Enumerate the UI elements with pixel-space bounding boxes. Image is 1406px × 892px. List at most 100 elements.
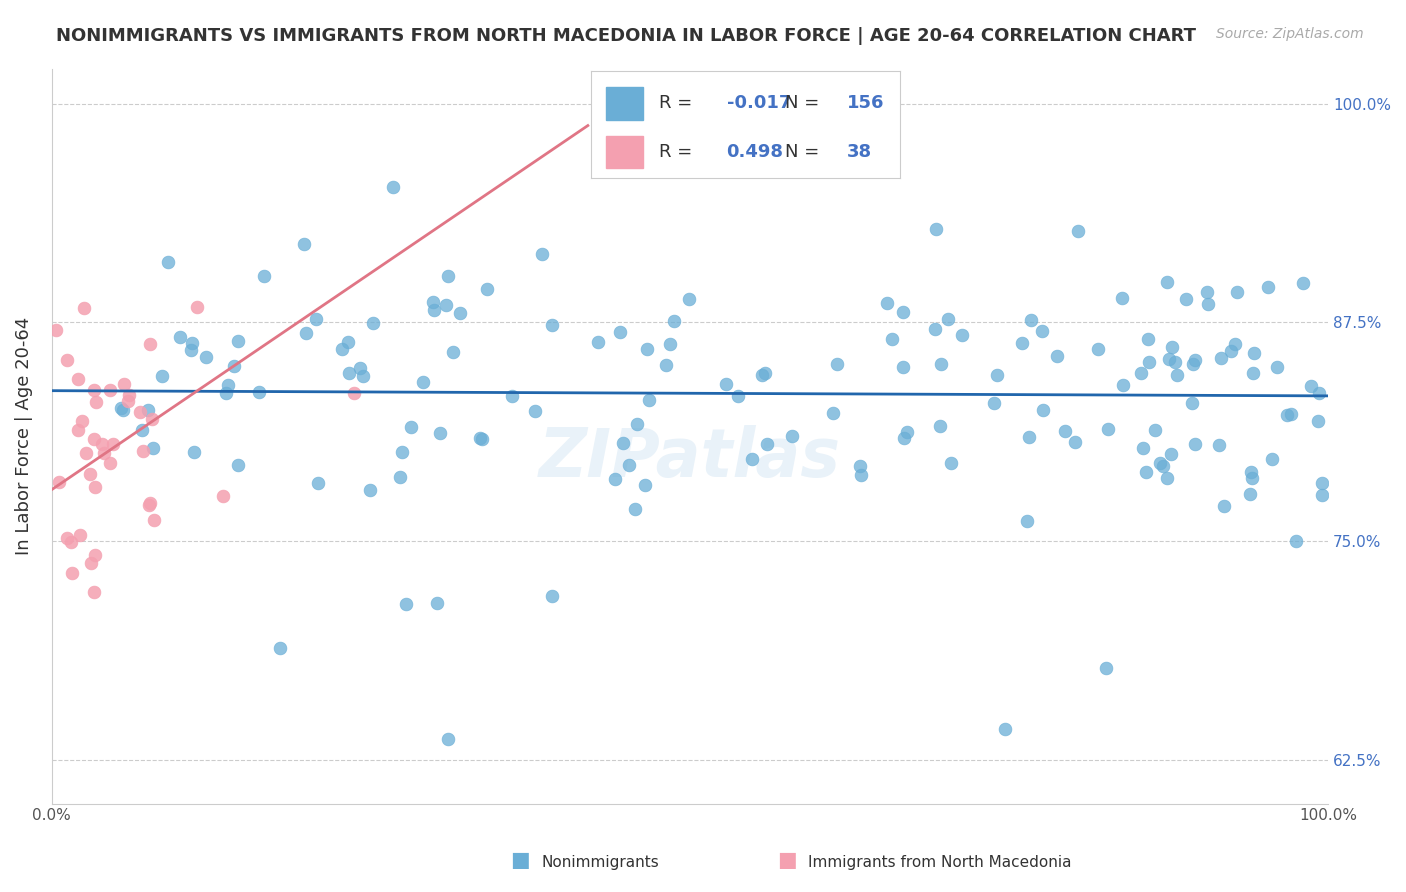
Point xyxy=(110,401,132,415)
Point xyxy=(295,326,318,340)
Point xyxy=(1308,385,1330,400)
Point xyxy=(1019,313,1042,327)
Point xyxy=(111,402,134,417)
Point xyxy=(443,345,465,359)
Point xyxy=(605,472,627,486)
Point xyxy=(401,420,423,434)
Point xyxy=(986,368,1008,383)
Point xyxy=(929,418,952,433)
Text: 0.498: 0.498 xyxy=(727,143,783,161)
Point xyxy=(361,316,384,330)
Point xyxy=(226,334,249,348)
Point xyxy=(343,386,366,401)
Point xyxy=(638,393,661,408)
Point xyxy=(1308,414,1330,428)
Point xyxy=(269,640,291,655)
Point xyxy=(626,417,648,431)
Point xyxy=(48,475,70,490)
Point xyxy=(1094,660,1116,674)
Point xyxy=(1164,355,1187,369)
Point xyxy=(66,423,89,437)
Point xyxy=(658,337,681,351)
Point xyxy=(425,596,447,610)
Point xyxy=(169,330,191,344)
Point xyxy=(1181,357,1204,371)
Point xyxy=(391,445,413,459)
Point xyxy=(436,268,458,283)
Point xyxy=(1175,292,1198,306)
Point xyxy=(1087,342,1109,356)
Point xyxy=(655,358,678,372)
Text: Source: ZipAtlas.com: Source: ZipAtlas.com xyxy=(1216,27,1364,41)
Point xyxy=(1285,534,1308,549)
Point xyxy=(501,389,523,403)
Point xyxy=(180,343,202,357)
Point xyxy=(117,394,139,409)
Point xyxy=(423,303,446,318)
Point xyxy=(434,298,457,312)
Point xyxy=(994,723,1017,737)
Point xyxy=(1243,345,1265,359)
Point xyxy=(412,375,434,389)
Point xyxy=(780,429,803,443)
Point xyxy=(1166,368,1188,383)
Text: NONIMMIGRANTS VS IMMIGRANTS FROM NORTH MACEDONIA IN LABOR FORCE | AGE 20-64 CORR: NONIMMIGRANTS VS IMMIGRANTS FROM NORTH M… xyxy=(56,27,1197,45)
Point xyxy=(1310,487,1333,501)
Point xyxy=(1132,441,1154,455)
Point xyxy=(1213,499,1236,513)
Text: ZIPatlas: ZIPatlas xyxy=(538,425,841,491)
Point xyxy=(1220,344,1243,359)
Point xyxy=(60,566,83,581)
Point xyxy=(586,334,609,349)
Point xyxy=(129,405,152,419)
Point xyxy=(1281,407,1303,421)
Point xyxy=(849,459,872,474)
Point xyxy=(1136,332,1159,346)
Point xyxy=(150,368,173,383)
Point xyxy=(1275,408,1298,422)
Point xyxy=(1223,337,1246,351)
Point xyxy=(1240,465,1263,479)
Point xyxy=(662,314,685,328)
Point xyxy=(612,436,634,450)
Point xyxy=(73,301,96,315)
Point xyxy=(359,483,381,497)
Point xyxy=(305,312,328,326)
Point xyxy=(217,377,239,392)
Point xyxy=(1031,325,1053,339)
Point xyxy=(1209,351,1232,366)
Point xyxy=(91,437,114,451)
Point xyxy=(636,343,658,357)
Point xyxy=(252,268,274,283)
Point xyxy=(98,383,121,397)
Point xyxy=(112,377,135,392)
Point xyxy=(157,255,180,269)
Point xyxy=(1015,514,1038,528)
Point xyxy=(1261,452,1284,467)
Point xyxy=(471,433,494,447)
Point xyxy=(139,336,162,351)
Point xyxy=(142,441,165,455)
Point xyxy=(929,357,952,371)
Point xyxy=(422,294,444,309)
Point xyxy=(1241,366,1264,380)
Point xyxy=(136,403,159,417)
Point xyxy=(45,323,67,337)
Text: ■: ■ xyxy=(778,850,797,870)
Point xyxy=(395,597,418,611)
Point xyxy=(118,388,141,402)
Point xyxy=(101,437,124,451)
Point xyxy=(1067,224,1090,238)
Point xyxy=(180,336,202,351)
Point xyxy=(98,456,121,470)
Point xyxy=(1129,366,1152,380)
Point xyxy=(1018,429,1040,443)
Point xyxy=(891,305,914,319)
Point xyxy=(1160,447,1182,461)
Point xyxy=(1312,475,1334,490)
FancyBboxPatch shape xyxy=(606,87,643,120)
Point xyxy=(69,528,91,542)
Point xyxy=(1181,395,1204,409)
Point xyxy=(308,476,330,491)
Point xyxy=(634,477,657,491)
